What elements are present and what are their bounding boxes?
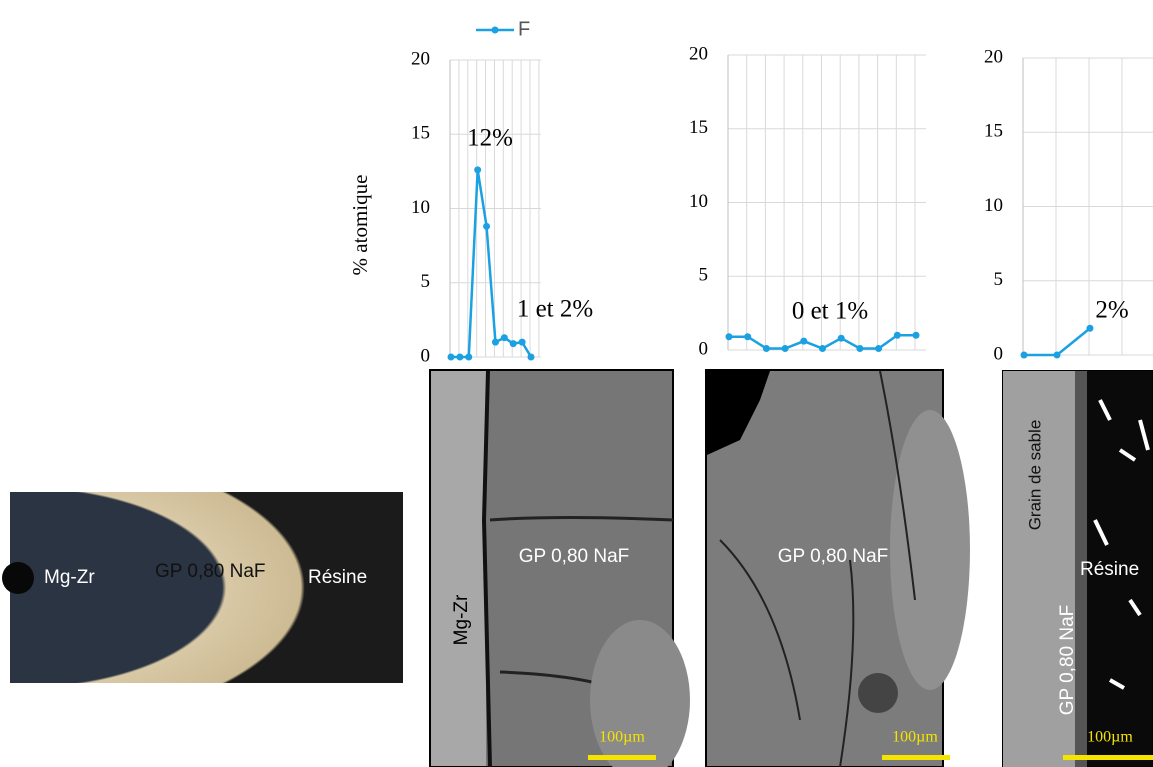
micrograph — [705, 369, 970, 767]
data-point — [500, 334, 508, 342]
image-label: GP 0,80 NaF — [1057, 605, 1078, 716]
scale-bar-label: 100µm — [892, 729, 938, 746]
data-point — [483, 222, 491, 230]
data-point — [725, 333, 733, 341]
y-tick-label: 15 — [689, 117, 708, 138]
data-point — [800, 337, 808, 345]
annotation: 1 et 2% — [517, 296, 593, 323]
data-point — [465, 353, 473, 361]
annotation: 2% — [1095, 297, 1128, 324]
data-point — [1020, 351, 1028, 359]
y-tick-label: 5 — [994, 269, 1004, 290]
y-tick-label: 20 — [689, 43, 708, 64]
scale-bar-label: 100µm — [1087, 729, 1133, 746]
data-point — [762, 345, 770, 353]
y-tick-label: 0 — [994, 343, 1004, 364]
y-tick-label: 10 — [689, 191, 708, 212]
y-tick-label: 0 — [699, 338, 709, 359]
image-label: Résine — [308, 567, 367, 588]
y-tick-label: 15 — [411, 123, 430, 144]
data-point — [491, 338, 499, 346]
y-tick-label: 0 — [421, 345, 431, 366]
image-label: Mg-Zr — [44, 567, 95, 588]
micrograph — [429, 369, 690, 767]
data-point — [456, 353, 464, 361]
image-label: GP 0,80 NaF — [778, 546, 889, 567]
legend-label: F — [518, 18, 530, 40]
data-point — [837, 334, 845, 342]
image-label: GP 0,80 NaF — [519, 546, 630, 567]
data-point — [781, 345, 789, 353]
data-point — [447, 353, 455, 361]
annotation: 12% — [467, 125, 513, 152]
data-point — [1086, 324, 1094, 332]
y-tick-label: 15 — [984, 121, 1003, 142]
data-point — [509, 340, 517, 348]
series-line — [451, 169, 533, 359]
image-label: Mg-Zr — [451, 594, 472, 645]
data-point — [875, 345, 883, 353]
photo — [2, 492, 403, 683]
image-label: Résine — [1080, 559, 1139, 580]
y-tick-label: 5 — [421, 271, 431, 292]
y-tick-label: 5 — [699, 265, 709, 286]
data-point — [912, 331, 920, 339]
data-point — [744, 333, 752, 341]
y-tick-label: 10 — [411, 197, 430, 218]
image-label: GP 0,80 NaF — [155, 561, 266, 582]
data-point — [518, 338, 526, 346]
y-tick-label: 10 — [984, 195, 1003, 216]
y-tick-label: 20 — [411, 48, 430, 69]
data-point — [527, 353, 535, 361]
micrograph — [1002, 370, 1153, 767]
data-point — [856, 345, 864, 353]
data-point — [474, 166, 482, 174]
scale-bar-label: 100µm — [599, 729, 645, 746]
data-point — [893, 331, 901, 339]
y-tick-label: 20 — [984, 46, 1003, 67]
data-point — [1053, 351, 1061, 359]
image-label: Grain de sable — [1025, 420, 1044, 531]
y-axis-label: % atomique — [348, 175, 372, 276]
legend-marker — [491, 26, 499, 34]
data-point — [819, 345, 826, 353]
annotation: 0 et 1% — [792, 298, 868, 325]
series-line — [1024, 327, 1091, 357]
